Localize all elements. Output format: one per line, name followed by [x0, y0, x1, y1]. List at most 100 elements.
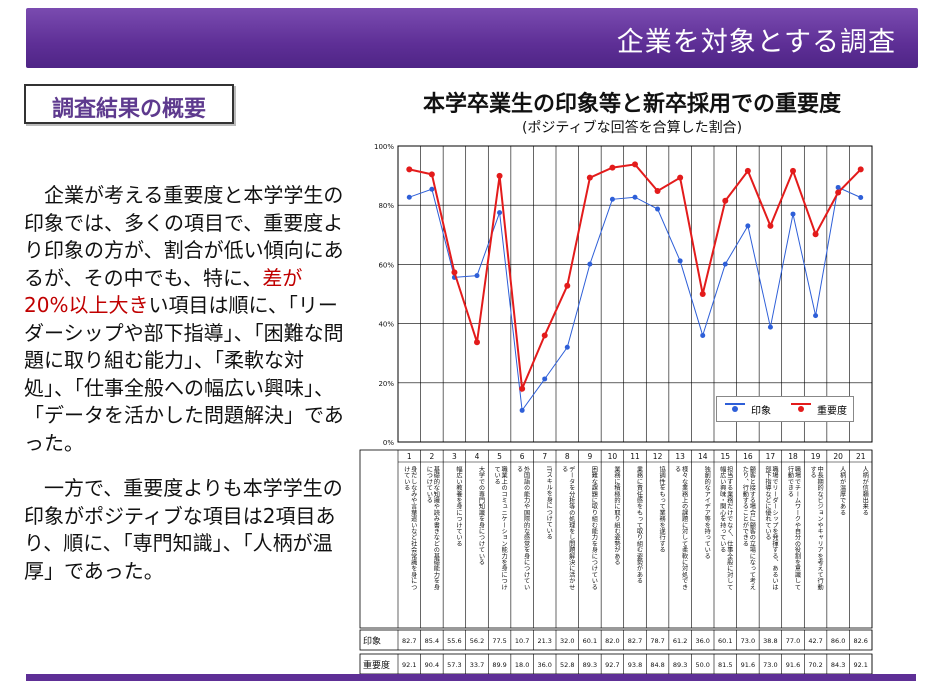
summary-text: 企業が考える重要度と本学学生の印象では、多くの項目で、重要度より印象の方が、割合… [24, 182, 344, 603]
value-cell: 85.4 [425, 637, 439, 645]
data-point-importance [564, 282, 571, 289]
chart-title: 本学卒業生の印象等と新卒採用での重要度 [422, 92, 841, 117]
value-cell: 92.1 [853, 661, 867, 669]
category-label: ている [493, 466, 500, 485]
data-point-impression [677, 258, 683, 264]
value-cell: 33.7 [470, 661, 484, 669]
category-label: 担当する業務だけでなく、仕事全般に対して [726, 465, 733, 590]
category-label: 困難な課題に取り組む能力を身につけている [590, 466, 597, 590]
category-label: 顧客と接する場合に顧客の立場になって考え [748, 465, 755, 591]
data-point-impression [858, 195, 864, 201]
value-cell: 92.7 [605, 661, 619, 669]
value-cell: 89.9 [492, 661, 506, 669]
data-point-impression [474, 273, 480, 279]
category-label: 独創的なアイデア等を持っている [703, 465, 710, 559]
y-tick-label: 40% [378, 321, 394, 329]
data-point-impression [519, 407, 525, 413]
value-cell: 89.3 [583, 661, 597, 669]
data-point-importance [541, 332, 548, 339]
y-tick-label: 100% [374, 143, 394, 151]
category-label: 身だしなみや言葉遣いなど社会常識を身につ [410, 465, 417, 590]
value-cell: 57.3 [447, 661, 461, 669]
value-cell: 32.0 [560, 637, 574, 645]
data-point-impression [564, 344, 570, 350]
value-cell: 60.1 [718, 637, 732, 645]
data-point-importance [835, 189, 842, 196]
category-number: 7 [542, 452, 547, 461]
category-label: 中長期的なビジョンやキャリアを考えて行動 [816, 465, 823, 591]
category-label: 協調性をもって業務を遂行する [658, 465, 665, 553]
category-number: 15 [721, 452, 731, 461]
data-point-impression [655, 206, 661, 212]
value-cell: 84.3 [831, 661, 845, 669]
value-cell: 82.6 [853, 637, 867, 645]
category-label: 様々な業務上の課題に対して柔軟に対処でき [681, 465, 688, 590]
data-point-impression [406, 194, 412, 200]
data-point-importance [654, 187, 661, 194]
data-point-impression [429, 186, 435, 192]
category-label: 業務に責任感をもって取り組む姿勢がある [636, 465, 643, 584]
header-banner: 企業を対象とする調査 [26, 8, 918, 68]
category-label: たり、行動することができる [741, 466, 748, 547]
category-label: 行動できる [787, 465, 794, 497]
category-label: 職場でチームワークや自分の役割を意識して [794, 465, 801, 590]
value-cell: 77.5 [492, 637, 506, 645]
category-number: 1 [407, 452, 412, 461]
value-row-label: 重要度 [363, 659, 390, 671]
value-cell: 38.8 [763, 637, 777, 645]
value-cell: 21.3 [537, 637, 551, 645]
category-label: けている [403, 466, 410, 491]
data-point-impression [700, 332, 706, 338]
chart-subtitle: (ポジティブな回答を合算した割合) [521, 120, 743, 136]
value-cell: 81.5 [718, 661, 732, 669]
data-point-importance [677, 174, 684, 181]
value-cell: 91.6 [786, 661, 800, 669]
value-cell: 82.7 [628, 637, 642, 645]
y-tick-label: 0% [383, 439, 394, 447]
value-cell: 10.7 [515, 637, 529, 645]
data-point-importance [857, 166, 864, 173]
data-point-importance [699, 291, 706, 297]
category-number: 17 [766, 452, 776, 461]
value-cell: 61.2 [673, 637, 687, 645]
value-cell: 70.2 [808, 661, 822, 669]
value-cell: 52.8 [560, 661, 574, 669]
category-number: 12 [653, 452, 663, 461]
summary-p1-highlight: 差が20%以上大き [24, 265, 303, 318]
category-label: る [561, 466, 568, 472]
summary-p1-a: 企業が考える重要度と本学学生の印象では、多くの項目で、重要度より印象の方が、割合… [24, 183, 344, 290]
data-point-importance [632, 161, 638, 168]
data-point-importance [496, 172, 503, 179]
category-number: 10 [608, 452, 618, 461]
value-cell: 82.0 [605, 637, 619, 645]
bottom-bar [26, 674, 916, 681]
y-tick-label: 20% [378, 380, 394, 388]
legend-label-impression: 印象 [751, 406, 771, 417]
category-label: データを分析等の処理をし問題解決に活かせ [568, 465, 575, 590]
category-label: 業務に積極的に取り組む姿勢がある [613, 465, 620, 565]
category-label: 職業上のコミュニケーション能力を身につけ [500, 465, 507, 591]
y-tick-label: 60% [378, 261, 394, 269]
data-point-importance [406, 166, 413, 173]
data-point-importance [767, 222, 774, 229]
value-cell: 78.7 [650, 637, 664, 645]
value-cell: 92.1 [402, 661, 416, 669]
data-point-importance [790, 167, 796, 174]
category-label: 大学での専門知識を身につけている [478, 465, 485, 565]
value-cell: 90.4 [425, 661, 439, 669]
data-point-importance [474, 339, 480, 346]
value-cell: 42.7 [808, 637, 822, 645]
data-point-importance [519, 385, 526, 392]
summary-p1-b: い項目は順に、「リーダーシップや部下指導」、「困難な問題に取り組む能力」、「柔軟… [24, 293, 344, 455]
category-number: 5 [497, 452, 502, 461]
section-label-box: 調査結果の概要 [24, 84, 234, 124]
value-cell: 36.0 [695, 637, 709, 645]
data-point-importance [428, 171, 435, 178]
category-number: 16 [743, 452, 753, 461]
data-point-impression [587, 261, 593, 267]
category-number: 8 [565, 452, 570, 461]
data-point-impression [632, 194, 638, 200]
value-cell: 73.0 [741, 637, 755, 645]
category-number: 21 [856, 452, 866, 461]
